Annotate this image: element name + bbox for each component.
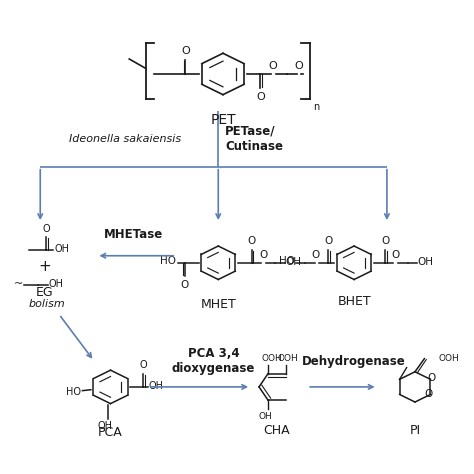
Text: PCA 3,4
dioxygenase: PCA 3,4 dioxygenase <box>172 347 255 375</box>
Text: HO: HO <box>160 256 176 266</box>
Text: O: O <box>248 237 256 246</box>
Text: MHETase: MHETase <box>104 228 164 241</box>
Text: HO: HO <box>66 387 82 397</box>
Text: HO: HO <box>279 256 295 266</box>
Text: O: O <box>181 46 190 56</box>
Text: OOH: OOH <box>261 355 282 364</box>
Text: BHET: BHET <box>337 295 371 308</box>
Text: MHET: MHET <box>201 299 236 311</box>
Text: OH: OH <box>149 381 164 391</box>
Text: OH: OH <box>97 421 112 431</box>
Text: O: O <box>181 280 189 290</box>
Text: O: O <box>43 224 50 234</box>
Text: O: O <box>382 236 390 246</box>
Text: Dehydrogenase: Dehydrogenase <box>302 355 406 368</box>
Text: +: + <box>38 259 51 273</box>
Text: CHA: CHA <box>264 424 290 437</box>
Text: O: O <box>391 250 400 260</box>
Text: O: O <box>256 92 265 102</box>
Text: O: O <box>269 61 277 71</box>
Text: OOH: OOH <box>438 354 459 363</box>
Text: OH: OH <box>49 279 64 289</box>
Text: PET: PET <box>210 113 236 127</box>
Text: OH: OH <box>417 257 433 267</box>
Text: OH: OH <box>286 257 302 267</box>
Text: n: n <box>313 102 319 112</box>
Text: O: O <box>424 389 432 399</box>
Text: PCA: PCA <box>98 426 123 439</box>
Text: Ideonella sakaiensis: Ideonella sakaiensis <box>69 134 181 144</box>
Text: O: O <box>311 250 320 260</box>
Text: ~: ~ <box>14 279 23 289</box>
Text: O: O <box>324 236 332 246</box>
Text: OH: OH <box>55 244 69 254</box>
Text: OH: OH <box>259 412 273 421</box>
Text: O: O <box>294 61 303 71</box>
Text: O: O <box>139 360 147 370</box>
Text: OOH: OOH <box>278 355 299 364</box>
Text: O: O <box>427 374 436 383</box>
Text: PETase/
Cutinase: PETase/ Cutinase <box>225 125 283 153</box>
Text: PI: PI <box>410 424 420 437</box>
Text: EG: EG <box>36 286 54 299</box>
Text: O: O <box>259 250 267 260</box>
Text: bolism: bolism <box>28 299 65 309</box>
